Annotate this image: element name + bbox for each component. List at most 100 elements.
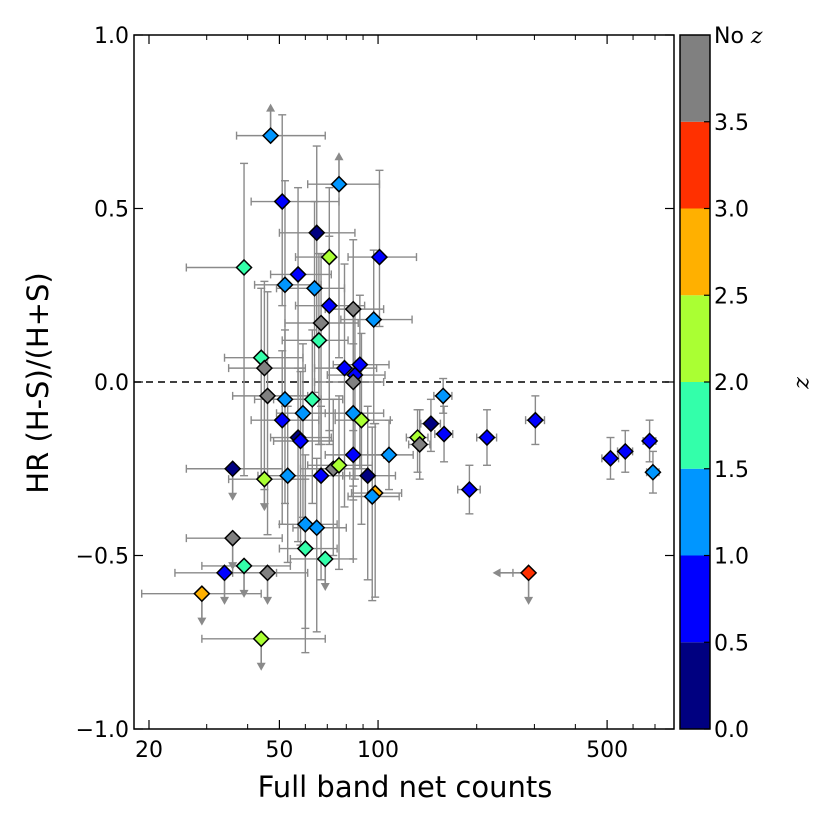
upper-limit-arrow-head (259, 503, 269, 512)
error-bar (292, 457, 347, 633)
no-z-symbol: z (750, 24, 763, 49)
colorbar-bin (680, 382, 710, 469)
data-point (434, 387, 452, 405)
upper-limit-arrow-head (524, 596, 534, 605)
data-point (344, 300, 362, 318)
data-point (435, 425, 453, 443)
data-point (478, 428, 496, 447)
lower-limit-arrow-head (266, 103, 276, 112)
data-point (411, 435, 429, 454)
data-point (255, 470, 273, 488)
data-point (235, 557, 253, 575)
x-tick-label: 100 (357, 738, 399, 763)
colorbar-bin (680, 642, 710, 729)
error-bar (278, 145, 356, 338)
data-point (312, 314, 330, 332)
error-bar (347, 426, 400, 602)
data-point (526, 411, 544, 429)
data-point (193, 585, 211, 603)
x-tick-label: 20 (135, 738, 163, 763)
data-point (335, 359, 354, 377)
data-point (308, 519, 326, 537)
data-point (316, 550, 334, 568)
error-bar (185, 162, 249, 477)
data-point (276, 390, 294, 408)
colorbar-bin (680, 295, 710, 382)
colorbar-tick-label: 0.5 (714, 631, 749, 656)
data-point (601, 449, 620, 467)
x-tick-label: 500 (586, 738, 628, 763)
error-bar (269, 186, 332, 397)
error-bar (275, 200, 346, 394)
left-limit-arrow-head (492, 568, 501, 578)
y-tick-label: 0.0 (94, 371, 129, 396)
plot-area (134, 103, 674, 671)
colorbar-bin (680, 121, 710, 209)
data-point (279, 467, 297, 485)
no-z-word: No (714, 24, 751, 49)
error-bar (347, 169, 418, 328)
data-point (215, 564, 234, 582)
data-point (330, 175, 348, 193)
colorbar: 0.00.51.01.52.02.53.03.5No zz (679, 24, 816, 743)
y-tick-label: 0.5 (94, 198, 129, 223)
data-point (296, 539, 314, 558)
data-point (644, 463, 662, 481)
axes: 20 50 100 500 −1.0 −0.5 0.0 0.5 1.0 (76, 24, 675, 763)
data-point (235, 258, 253, 277)
data-point (258, 387, 277, 405)
y-tick-label: 1.0 (94, 24, 129, 49)
error-bar (140, 589, 262, 626)
colorbar-tick-label: 1.5 (714, 458, 749, 483)
colorbar-axis-label: z (791, 376, 816, 389)
upper-limit-arrow-head (220, 596, 230, 605)
data-point (359, 467, 377, 485)
data-point (641, 432, 659, 450)
upper-limit-arrow-head (320, 582, 330, 591)
error-bar (350, 422, 403, 598)
data-point (422, 415, 440, 433)
upper-limit-arrow-head (197, 617, 207, 626)
colorbar-bin (680, 208, 710, 296)
colorbar-tick-label: 2.5 (714, 284, 749, 309)
colorbar-tick-label: 0.0 (714, 718, 749, 743)
y-axis-label: HR (H-S)/(H+S) (21, 272, 55, 493)
upper-limit-arrow-head (256, 662, 266, 671)
data-point (273, 411, 291, 429)
data-point (289, 265, 307, 283)
data-point (305, 279, 324, 297)
data-point (224, 529, 242, 547)
colorbar-tick-label: 1.0 (714, 545, 749, 570)
data-point (520, 564, 538, 582)
colorbar-no-z-label: No z (714, 24, 763, 49)
data-point (344, 373, 362, 391)
data-point (330, 456, 348, 474)
error-bar (235, 103, 326, 140)
data-point (303, 390, 321, 408)
x-tick-label: 50 (265, 738, 293, 763)
colorbar-tick-label: 3.0 (714, 198, 749, 223)
data-point (344, 446, 362, 464)
data-point (252, 630, 270, 648)
data-point (224, 460, 242, 478)
data-point (294, 404, 312, 422)
data-point (320, 248, 338, 266)
data-point (308, 224, 326, 242)
y-tick-label: −0.5 (76, 545, 129, 570)
data-point (352, 411, 371, 429)
data-point (380, 446, 398, 464)
colorbar-bin (680, 35, 710, 122)
data-point (363, 487, 381, 506)
colorbar-tick-label: 2.0 (714, 371, 749, 396)
data-point (258, 564, 277, 582)
colorbar-tick-label: 3.5 (714, 111, 749, 136)
data-point (616, 442, 634, 460)
data-point (291, 432, 310, 450)
data-point (262, 127, 280, 145)
data-point (310, 331, 328, 349)
x-axis-label: Full band net counts (258, 770, 553, 804)
colorbar-bin (680, 555, 710, 643)
data-point (255, 359, 273, 377)
error-bar (340, 249, 413, 425)
